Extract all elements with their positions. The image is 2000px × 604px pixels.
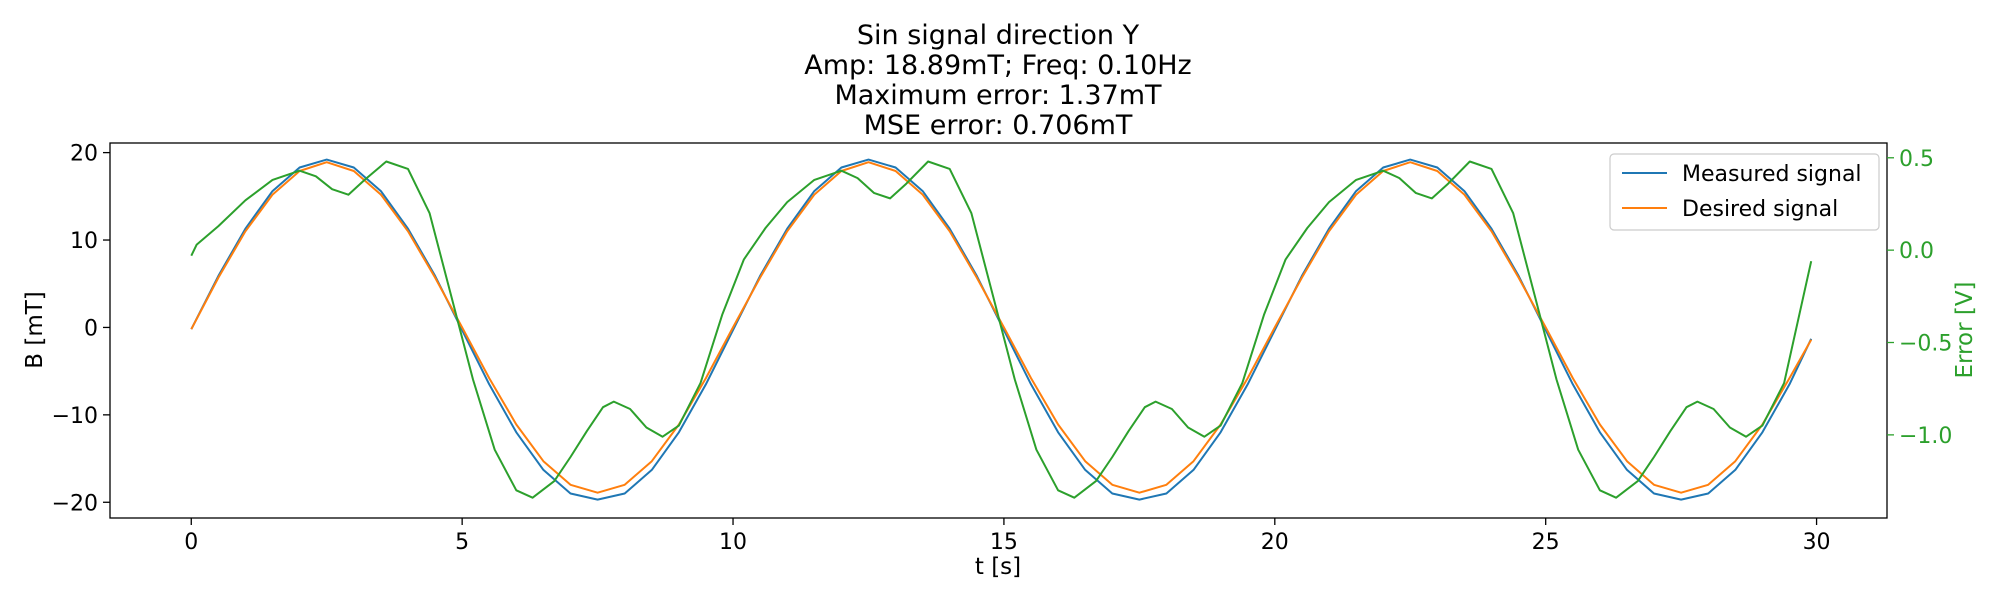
y-axis-label: B [mT] xyxy=(22,291,48,369)
y-axis-ticks: 20 10 0 −10 −20 xyxy=(52,142,110,516)
x-tick-label: 20 xyxy=(1261,530,1289,555)
title-line-2: Amp: 18.89mT; Freq: 0.10Hz xyxy=(804,50,1191,81)
title-line-4: MSE error: 0.706mT xyxy=(864,110,1133,141)
y-tick-label: 0 xyxy=(84,316,98,341)
legend-label-desired: Desired signal xyxy=(1682,197,1838,222)
legend-label-measured: Measured signal xyxy=(1682,162,1862,187)
x-tick-label: 30 xyxy=(1803,530,1831,555)
plot-frame xyxy=(109,142,1888,519)
series-line-measured xyxy=(190,158,1813,501)
y-tick-label: 10 xyxy=(70,229,98,254)
y-tick-label: 20 xyxy=(70,142,98,167)
x-tick-label: 15 xyxy=(990,530,1018,555)
y-tick-label: −10 xyxy=(52,404,98,429)
legend: Measured signal Desired signal xyxy=(1609,153,1880,231)
y-tick-label: −20 xyxy=(52,491,98,516)
y2-axis-ticks: 0.5 0.0 −0.5 −1.0 xyxy=(1887,147,1952,449)
title-line-3: Maximum error: 1.37mT xyxy=(834,80,1162,111)
y2-tick-label: 0.0 xyxy=(1899,239,1934,264)
series-line-error xyxy=(190,160,1813,499)
legend-box xyxy=(1609,153,1880,231)
x-tick-label: 10 xyxy=(719,530,747,555)
y2-tick-label: −1.0 xyxy=(1899,424,1952,449)
y2-tick-label: 0.5 xyxy=(1899,147,1934,172)
chart-title: Sin signal direction Y Amp: 18.89mT; Fre… xyxy=(804,20,1191,141)
x-axis-label: t [s] xyxy=(975,554,1021,580)
x-axis-ticks: 0 5 10 15 20 25 30 xyxy=(184,518,1831,555)
series-line-desired xyxy=(190,161,1813,494)
title-line-1: Sin signal direction Y xyxy=(857,20,1140,51)
y2-axis-label: Error [V] xyxy=(1952,281,1978,378)
x-tick-label: 25 xyxy=(1532,530,1560,555)
series-layer xyxy=(190,158,1813,501)
x-tick-label: 0 xyxy=(184,530,198,555)
x-tick-label: 5 xyxy=(455,530,469,555)
y2-tick-label: −0.5 xyxy=(1899,332,1952,357)
